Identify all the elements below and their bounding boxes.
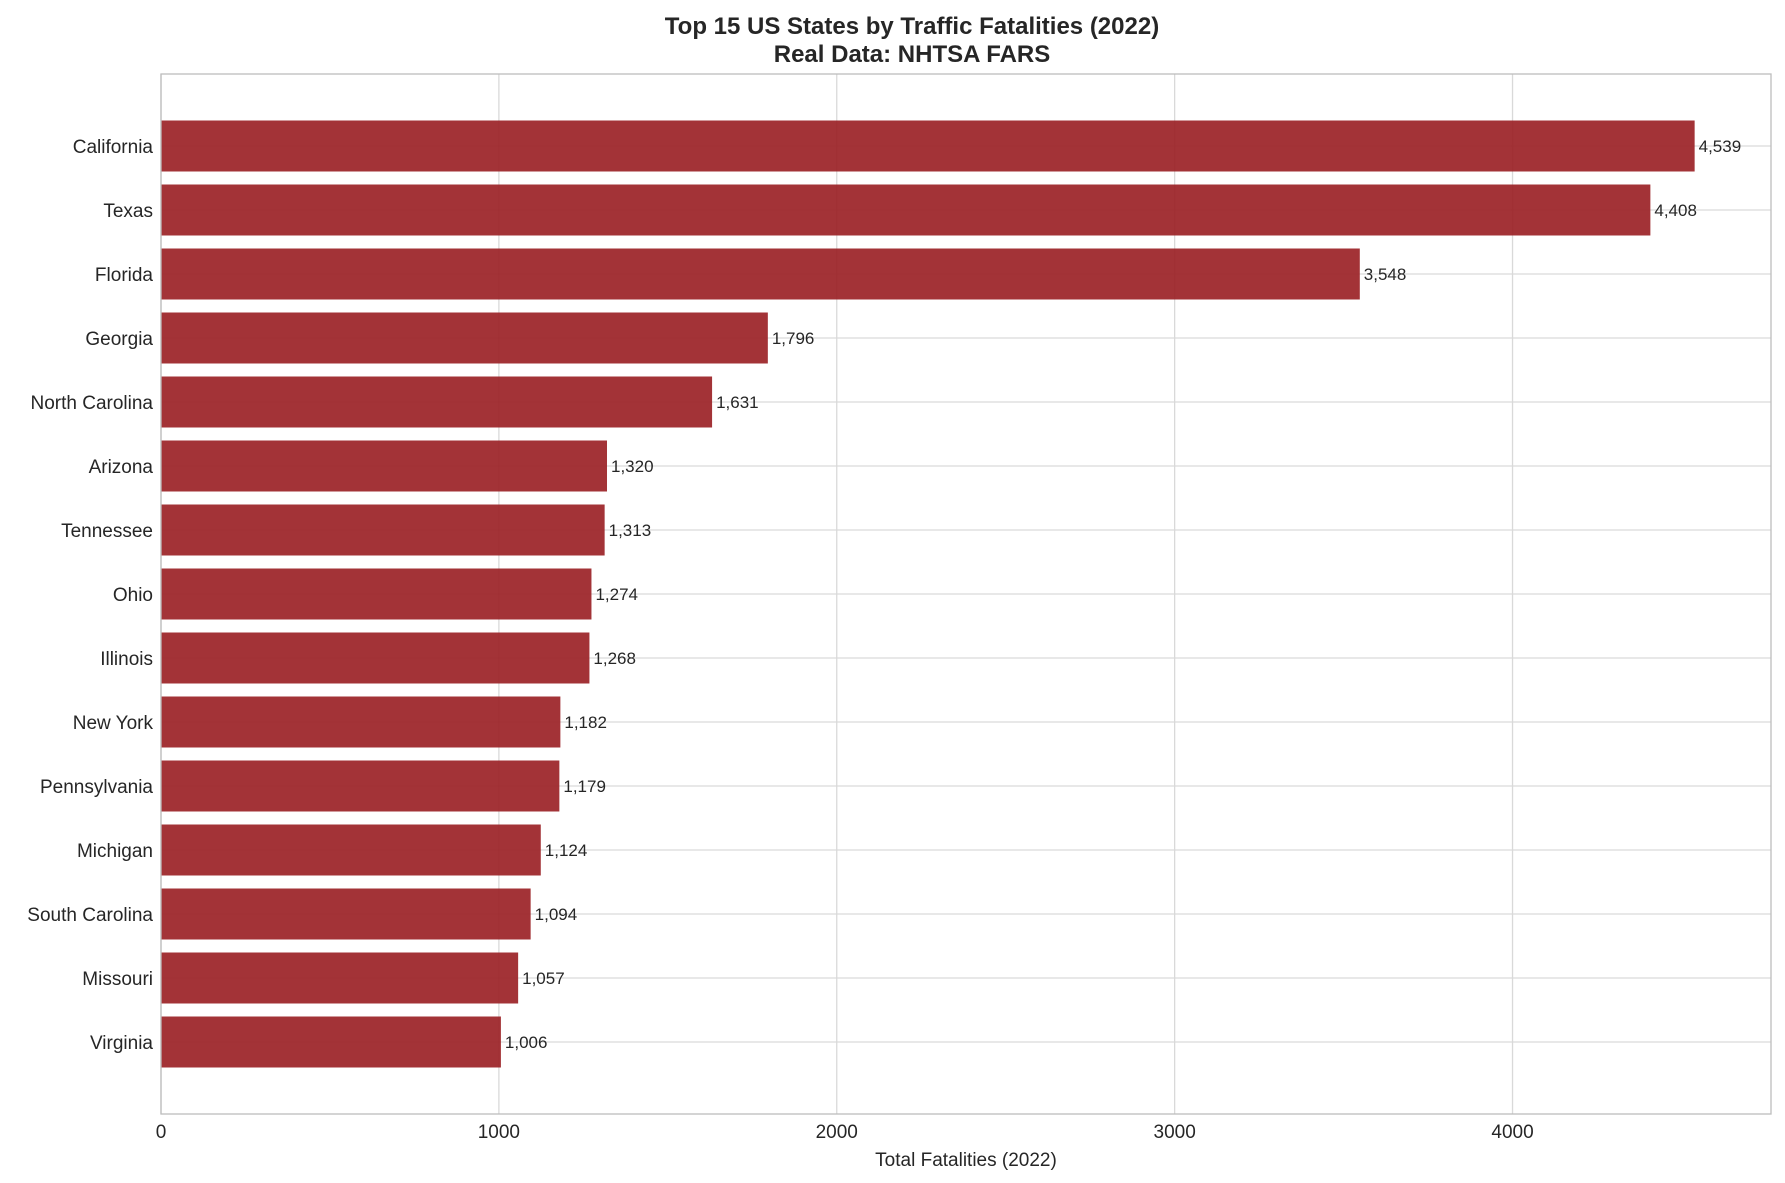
x-tick-label: 0 bbox=[156, 1122, 167, 1143]
bars bbox=[161, 120, 1695, 1068]
bar-value-label: 3,548 bbox=[1364, 265, 1407, 284]
bar-value-label: 1,094 bbox=[535, 905, 578, 924]
x-tick-label: 2000 bbox=[816, 1122, 858, 1143]
value-labels: 4,539 4,408 3,548 1,796 1,631 1,320 1,313 1,274… bbox=[505, 137, 1741, 1052]
plot-frame bbox=[160, 73, 1772, 1115]
bar bbox=[161, 376, 713, 428]
y-tick-label: Pennsylvania bbox=[40, 777, 153, 798]
bar-value-label: 1,006 bbox=[505, 1033, 548, 1052]
bar-value-label: 1,796 bbox=[772, 329, 815, 348]
chart-subtitle: Real Data: NHTSA FARS bbox=[774, 41, 1051, 68]
bar bbox=[161, 888, 531, 940]
x-tick-label: 1000 bbox=[478, 1122, 520, 1143]
y-tick-label: Texas bbox=[103, 201, 153, 222]
y-tick-label: Georgia bbox=[85, 329, 153, 350]
y-tick-label: Michigan bbox=[77, 841, 153, 862]
bar bbox=[161, 440, 608, 492]
bar-value-label: 1,057 bbox=[522, 969, 565, 988]
bar bbox=[161, 632, 590, 684]
y-tick-label: Florida bbox=[95, 265, 154, 286]
bar bbox=[161, 952, 519, 1004]
y-tick-labels: California Texas Florida Georgia North Carol… bbox=[27, 137, 153, 1054]
bar-value-label: 4,539 bbox=[1699, 137, 1742, 156]
bar-value-label: 1,631 bbox=[716, 393, 759, 412]
y-tick-label: Arizona bbox=[89, 457, 154, 478]
bar-value-label: 1,320 bbox=[611, 457, 654, 476]
chart-title: Top 15 US States by Traffic Fatalities (… bbox=[665, 13, 1159, 40]
bar bbox=[161, 696, 561, 748]
bar bbox=[161, 312, 768, 364]
x-tick-label: 4000 bbox=[1491, 1122, 1533, 1143]
y-tick-label: Tennessee bbox=[61, 521, 153, 542]
y-tick-label: North Carolina bbox=[31, 393, 154, 414]
x-tick-labels: 0 1000 2000 3000 4000 bbox=[156, 1122, 1534, 1143]
y-tick-label: Missouri bbox=[82, 969, 153, 990]
bar-value-label: 1,179 bbox=[563, 777, 606, 796]
bar-value-label: 1,274 bbox=[595, 585, 638, 604]
y-tick-label: California bbox=[73, 137, 154, 158]
bar-value-label: 1,313 bbox=[609, 521, 652, 540]
bar bbox=[161, 184, 1651, 236]
bar bbox=[161, 248, 1360, 300]
y-tick-label: New York bbox=[73, 713, 154, 734]
bar bbox=[161, 1016, 501, 1068]
bar bbox=[161, 568, 592, 620]
bar bbox=[161, 760, 560, 812]
bar bbox=[161, 120, 1695, 172]
y-tick-label: Illinois bbox=[100, 649, 153, 670]
y-tick-label: Virginia bbox=[90, 1033, 153, 1054]
x-tick-label: 3000 bbox=[1154, 1122, 1196, 1143]
bar-value-label: 1,182 bbox=[564, 713, 607, 732]
bar bbox=[161, 824, 541, 876]
bar-value-label: 4,408 bbox=[1654, 201, 1697, 220]
y-tick-label: South Carolina bbox=[27, 905, 153, 926]
y-tick-label: Ohio bbox=[113, 585, 153, 606]
bar-value-label: 1,124 bbox=[545, 841, 588, 860]
bar-value-label: 1,268 bbox=[593, 649, 636, 668]
x-axis-label: Total Fatalities (2022) bbox=[875, 1150, 1057, 1171]
bar bbox=[161, 504, 605, 556]
